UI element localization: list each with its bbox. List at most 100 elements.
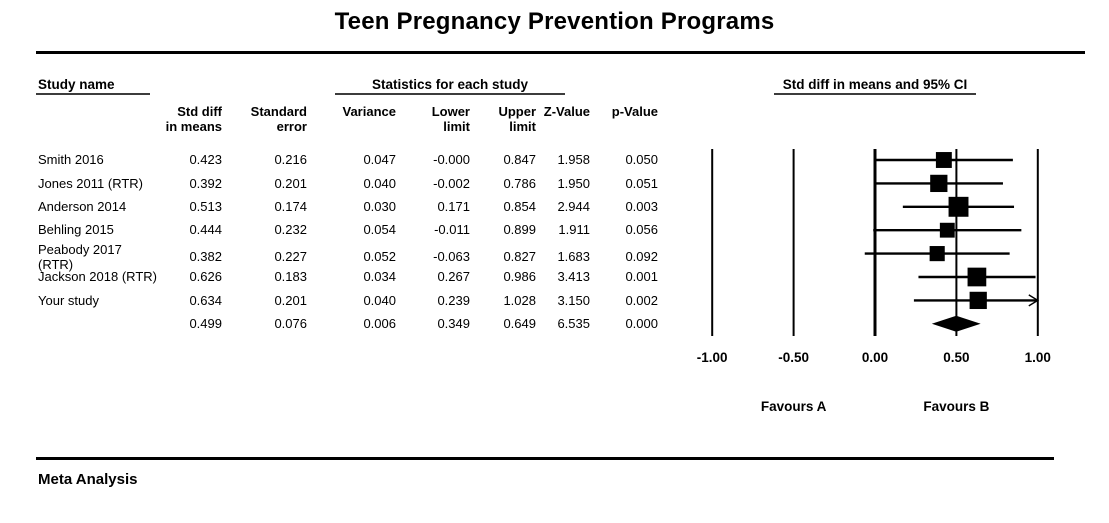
study-name-cell: Behling 2015 (38, 222, 114, 238)
statistics-table: Smith 2016 0.423 0.216 0.047 -0.000 0.84… (38, 148, 658, 335)
lower-limit-cell: 0.171 (437, 198, 470, 214)
std-error-cell: 0.201 (274, 175, 307, 191)
std-diff-cell: 0.392 (189, 175, 222, 191)
study-name-cell: Jones 2011 (RTR) (38, 175, 144, 191)
std-diff-cell: 0.626 (189, 269, 222, 285)
p-value-cell: 0.092 (625, 249, 658, 265)
page-title: Teen Pregnancy Prevention Programs (334, 8, 775, 35)
axis-tick-label: 1.00 (1025, 350, 1051, 365)
std-diff-cell: 0.499 (189, 315, 222, 331)
std-error-cell: 0.076 (274, 315, 307, 331)
variance-cell: 0.030 (363, 198, 396, 214)
lower-limit-cell: -0.011 (434, 222, 470, 238)
p-value-cell: 0.051 (625, 175, 658, 191)
std-error-cell: 0.216 (274, 152, 307, 168)
variance-cell: 0.052 (363, 249, 396, 265)
table-row: Jones 2011 (RTR) 0.392 0.201 0.040 -0.00… (38, 171, 658, 194)
p-value-cell: 0.001 (625, 269, 658, 285)
p-value-cell: 0.050 (625, 152, 658, 168)
std-error-cell: 0.227 (274, 249, 307, 265)
favours-a-label: Favours A (761, 399, 827, 414)
std-diff-cell: 0.444 (189, 222, 222, 238)
ci-arrow-right (1028, 294, 1040, 307)
z-value-cell: 1.950 (557, 175, 590, 191)
favours-b-label: Favours B (923, 399, 989, 414)
column-header-lower-limit: Lower limit (431, 104, 470, 134)
std-error-cell: 0.201 (274, 292, 307, 308)
z-value-cell: 1.683 (557, 249, 590, 265)
effect-square (930, 174, 948, 193)
std-error-cell: 0.183 (274, 269, 307, 285)
upper-limit-cell: 1.028 (503, 292, 536, 308)
upper-limit-cell: 0.786 (503, 175, 536, 191)
axis-tick-label: -0.50 (778, 350, 809, 365)
summary-row: 0.499 0.076 0.006 0.349 0.649 6.535 0.00… (38, 312, 658, 335)
study-name-cell: Anderson 2014 (38, 198, 127, 214)
z-value-cell: 1.911 (558, 222, 590, 238)
table-row: Jackson 2018 (RTR) 0.626 0.183 0.034 0.2… (38, 265, 658, 288)
variance-cell: 0.054 (363, 222, 396, 238)
upper-limit-cell: 0.827 (503, 249, 536, 265)
column-header-std-diff: Std diff in means (165, 104, 222, 134)
axis-tick-label: -1.00 (697, 350, 728, 365)
column-header-std-error: Standard error (250, 104, 307, 134)
effect-square (948, 196, 969, 217)
study-name-header: Study name (36, 77, 150, 95)
lower-limit-cell: 0.239 (437, 292, 470, 308)
column-header-upper-limit: Upper limit (498, 104, 536, 134)
lower-limit-cell: -0.002 (433, 175, 470, 191)
lower-limit-cell: 0.349 (437, 315, 470, 331)
upper-limit-cell: 0.847 (503, 152, 536, 168)
variance-cell: 0.006 (363, 315, 396, 331)
study-name-cell: Smith 2016 (38, 152, 104, 168)
std-error-cell: 0.232 (274, 222, 307, 238)
lower-limit-cell: 0.267 (437, 269, 470, 285)
meta-analysis-label: Meta Analysis (38, 471, 138, 488)
std-diff-cell: 0.382 (189, 249, 222, 265)
effect-square (935, 152, 952, 168)
std-error-cell: 0.174 (274, 198, 307, 214)
study-name-cell: Peabody 2017 (RTR) (38, 241, 122, 272)
z-value-cell: 3.413 (557, 269, 590, 285)
z-value-cell: 1.958 (557, 152, 590, 168)
axis-tick-label: 0.50 (943, 350, 969, 365)
upper-limit-cell: 0.899 (503, 222, 536, 238)
axis-tick-label: 0.00 (862, 350, 888, 365)
top-divider (36, 51, 1085, 54)
effect-square (969, 291, 987, 310)
statistics-header: Statistics for each study (335, 77, 565, 95)
effect-square (967, 267, 987, 287)
std-diff-cell: 0.513 (189, 198, 222, 214)
column-header-z-value: Z-Value (543, 104, 590, 119)
table-row: Peabody 2017 (RTR) 0.382 0.227 0.052 -0.… (38, 242, 658, 272)
z-value-cell: 6.535 (557, 315, 590, 331)
plot-header: Std diff in means and 95% CI (774, 77, 976, 95)
study-name-cell: Your study (38, 292, 99, 308)
effect-square (929, 246, 945, 262)
variance-cell: 0.040 (363, 292, 396, 308)
bottom-divider (36, 457, 1054, 460)
lower-limit-cell: -0.000 (433, 152, 470, 168)
z-value-cell: 2.944 (557, 198, 590, 214)
std-diff-cell: 0.634 (189, 292, 222, 308)
column-header-p-value: p-Value (611, 104, 658, 119)
column-header-variance: Variance (342, 104, 397, 119)
z-value-cell: 3.150 (557, 292, 590, 308)
effect-square (939, 222, 955, 238)
lower-limit-cell: -0.063 (433, 249, 470, 265)
upper-limit-cell: 0.854 (503, 198, 536, 214)
std-diff-cell: 0.423 (189, 152, 222, 168)
summary-diamond (931, 315, 981, 332)
p-value-cell: 0.056 (625, 222, 658, 238)
upper-limit-cell: 0.986 (503, 269, 536, 285)
upper-limit-cell: 0.649 (503, 315, 536, 331)
table-row: Anderson 2014 0.513 0.174 0.030 0.171 0.… (38, 195, 658, 218)
variance-cell: 0.047 (363, 152, 396, 168)
table-row: Your study 0.634 0.201 0.040 0.239 1.028… (38, 288, 658, 311)
study-name-cell: Jackson 2018 (RTR) (38, 269, 157, 285)
table-row: Smith 2016 0.423 0.216 0.047 -0.000 0.84… (38, 148, 658, 171)
variance-cell: 0.040 (363, 175, 396, 191)
column-headers: Std diff in means Standard error Varianc… (38, 104, 658, 134)
